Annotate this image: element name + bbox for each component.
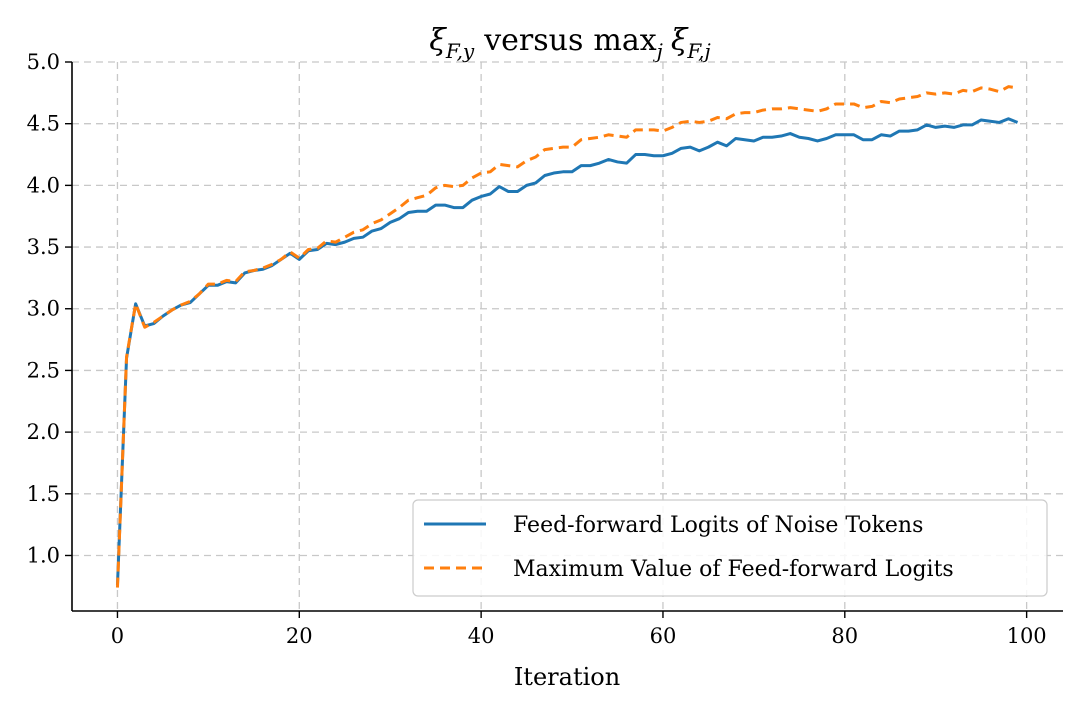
x-axis-ticks: 0 20 40 60 80 100 [111,611,1047,648]
y-tick-label-1.5: 1.5 [27,482,60,506]
legend-label-noise-tokens: Feed-forward Logits of Noise Tokens [513,513,923,538]
series-layer [115,85,1019,588]
x-tick-label-40: 40 [468,624,495,648]
y-tick-label-4.5: 4.5 [27,112,60,136]
y-tick-label-3.5: 3.5 [27,235,60,259]
y-tick-label-1.0: 1.0 [27,543,60,567]
legend-label-maximum-value: Maximum Value of Feed-forward Logits [513,557,954,582]
chart-title: ξF,y versus maxj ξF,j [429,23,710,63]
series-line-maximum-value [115,85,1018,588]
y-axis-ticks: 1.0 1.5 2.0 2.5 3.0 3.5 4.0 4.5 5.0 [27,50,72,567]
y-tick-label-3.0: 3.0 [27,297,60,321]
y-tick-label-2.5: 2.5 [27,358,60,382]
legend-frame [412,499,1048,597]
x-tick-label-20: 20 [286,624,313,648]
x-tick-label-60: 60 [650,624,677,648]
y-tick-label-5.0: 5.0 [27,50,60,74]
y-tick-label-4.0: 4.0 [27,173,60,197]
x-axis-label: Iteration [514,663,620,691]
x-tick-label-0: 0 [111,624,124,648]
x-tick-label-100: 100 [1007,624,1047,648]
x-tick-label-80: 80 [831,624,858,648]
legend: Feed-forward Logits of Noise Tokens Maxi… [412,499,1048,597]
y-tick-label-2.0: 2.0 [27,420,60,444]
